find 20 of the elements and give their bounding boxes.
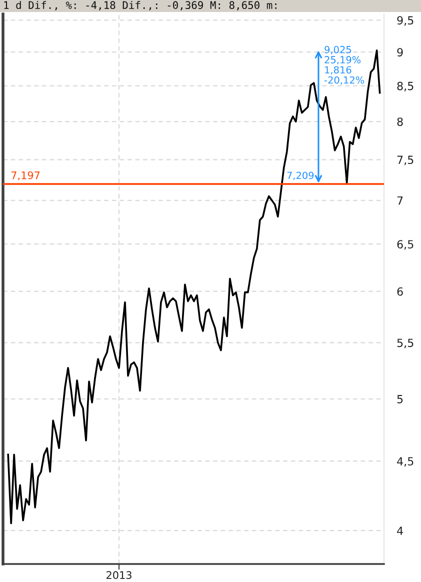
y-tick-label: 4,5 bbox=[397, 457, 414, 467]
ref-line-label: 7,197 bbox=[11, 171, 40, 180]
y-tick-label: 8 bbox=[397, 118, 403, 126]
y-tick-label: 7 bbox=[397, 196, 403, 205]
x-tick-label: 2013 bbox=[106, 571, 132, 580]
y-tick-label: 4 bbox=[397, 526, 403, 535]
annotation: 9,025 bbox=[324, 46, 352, 54]
annotation: -20,12% bbox=[324, 76, 364, 85]
annotation: 7,209 bbox=[287, 172, 314, 180]
annotation: 1,816 bbox=[325, 66, 352, 75]
y-tick-label: 9,5 bbox=[397, 16, 414, 26]
y-tick-label: 8,5 bbox=[397, 82, 414, 92]
y-tick-label: 5 bbox=[397, 395, 403, 404]
annotation: 25,19% bbox=[324, 56, 361, 64]
chart-title: 1 d Dif., %: -4,18 Dif.,: -0,369 M: 8,650 m: bbox=[4, 0, 276, 10]
y-tick-label: 7,5 bbox=[397, 156, 414, 166]
y-tick-label: 6,5 bbox=[397, 240, 414, 250]
y-tick-label: 6 bbox=[397, 287, 403, 296]
y-tick-label: 5,5 bbox=[397, 338, 414, 348]
y-tick-label: 9 bbox=[397, 48, 403, 56]
